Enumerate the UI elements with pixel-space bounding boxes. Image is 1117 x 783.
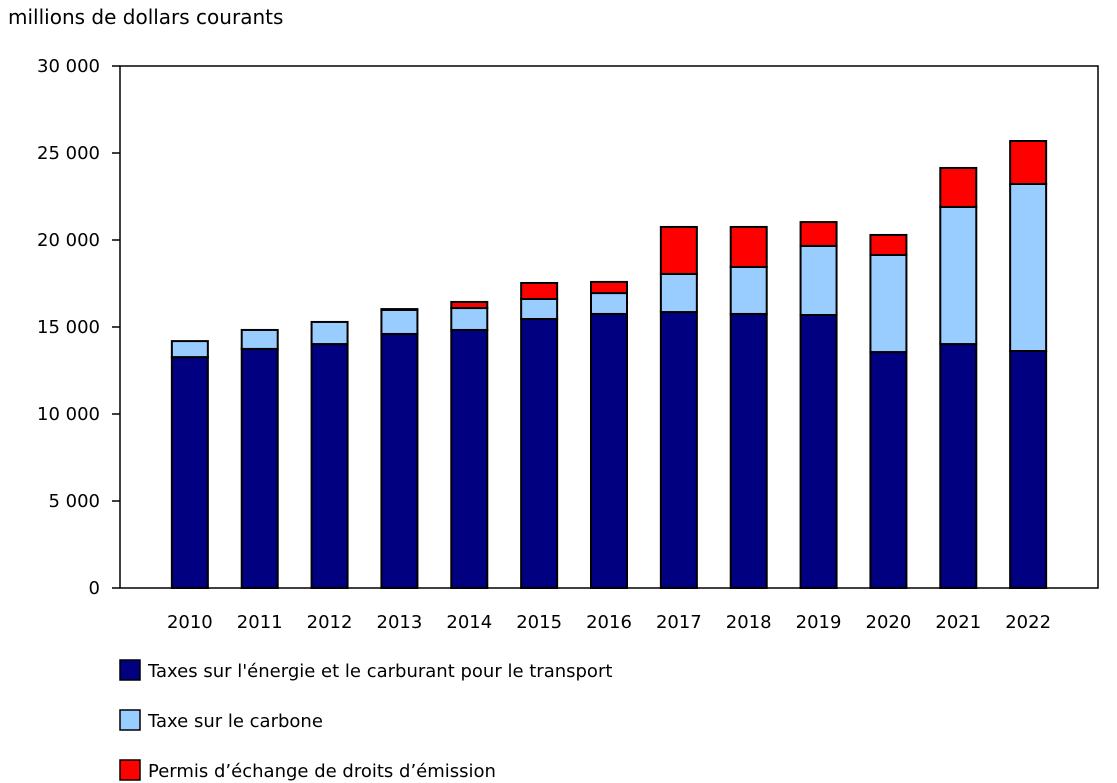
legend-swatch	[119, 759, 141, 781]
x-tick-label: 2019	[796, 612, 842, 633]
legend-label: Permis d’échange de droits d’émission	[148, 761, 496, 782]
bar-2019-series-1	[799, 244, 838, 316]
y-tick-label: 5 000	[48, 491, 100, 512]
x-tick-label: 2018	[726, 612, 772, 633]
bar-2017-series-2	[659, 225, 698, 275]
x-tick-label: 2022	[1005, 612, 1051, 633]
bar-2017-series-0	[659, 311, 698, 589]
bar-2018-series-0	[729, 312, 768, 589]
bar-2014-series-2	[450, 300, 489, 310]
y-tick-label: 25 000	[37, 143, 100, 164]
bar-2020-series-1	[869, 253, 908, 354]
y-axis-label: millions de dollars courants	[8, 5, 283, 29]
bar-2020-series-0	[869, 351, 908, 589]
bar-2011-series-1	[240, 328, 279, 350]
bar-2012-series-0	[310, 343, 349, 589]
legend-swatch	[119, 659, 141, 681]
bar-2021-series-0	[939, 343, 978, 589]
bar-2018-series-2	[729, 225, 768, 268]
legend-label: Taxe sur le carbone	[147, 711, 323, 732]
x-tick-label: 2013	[377, 612, 423, 633]
x-tick-label: 2012	[307, 612, 353, 633]
x-tick-label: 2010	[167, 612, 213, 633]
bar-2016-series-0	[590, 312, 628, 589]
bar-2021-series-1	[939, 205, 978, 346]
legend-label: Taxes sur l'énergie et le carburant pour…	[147, 661, 612, 682]
bar-2016-series-1	[590, 292, 628, 315]
bar-2016-series-2	[590, 280, 628, 295]
x-tick-label: 2017	[656, 612, 702, 633]
y-tick-label: 30 000	[37, 56, 100, 77]
plot-frame	[119, 65, 1099, 589]
bar-2019-series-0	[799, 313, 838, 589]
x-tick-label: 2014	[446, 612, 492, 633]
bar-2013-series-0	[380, 332, 419, 589]
bar-2022-series-1	[1009, 182, 1048, 353]
bar-2022-series-2	[1009, 139, 1048, 185]
bar-2017-series-1	[659, 272, 698, 314]
bar-2010-series-1	[170, 340, 209, 359]
bar-2015-series-2	[520, 281, 559, 300]
x-tick-label: 2016	[586, 612, 632, 633]
y-tick-label: 20 000	[37, 230, 100, 251]
bar-2018-series-1	[729, 265, 768, 315]
x-tick-label: 2011	[237, 612, 283, 633]
y-tick-label: 10 000	[37, 404, 100, 425]
bar-2010-series-0	[170, 356, 209, 589]
bar-2015-series-0	[520, 317, 559, 589]
bar-2013-series-2	[380, 308, 419, 311]
y-tick-label: 15 000	[37, 317, 100, 338]
bar-2013-series-1	[380, 308, 419, 335]
bar-2014-series-0	[450, 328, 489, 589]
x-tick-label: 2021	[935, 612, 981, 633]
bar-2011-series-0	[240, 347, 279, 590]
y-tick-label: 0	[89, 578, 100, 599]
bar-2015-series-1	[520, 297, 559, 320]
bar-2022-series-0	[1009, 350, 1048, 589]
bar-2020-series-2	[869, 233, 908, 256]
bar-2012-series-1	[310, 320, 349, 346]
bar-2014-series-1	[450, 307, 489, 331]
bar-2019-series-2	[799, 221, 838, 247]
x-tick-label: 2015	[516, 612, 562, 633]
legend-swatch	[119, 709, 141, 731]
x-tick-label: 2020	[866, 612, 912, 633]
bar-2021-series-2	[939, 166, 978, 208]
